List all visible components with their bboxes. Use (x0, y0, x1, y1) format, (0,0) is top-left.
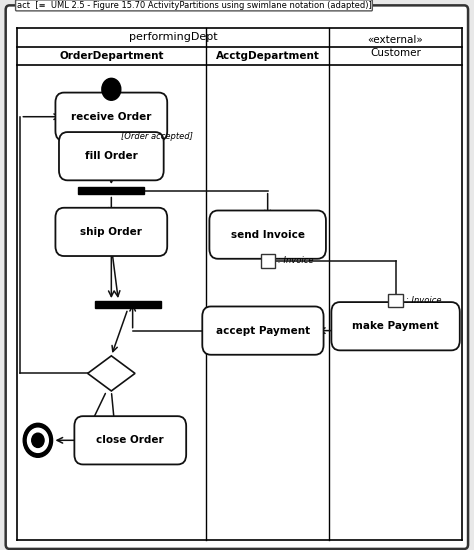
Circle shape (23, 424, 53, 457)
Text: «external»
Customer: «external» Customer (368, 35, 423, 58)
FancyBboxPatch shape (55, 208, 167, 256)
Text: act  [≡  UML 2.5 - Figure 15.70 ActivityPartitions using swimlane notation (adap: act [≡ UML 2.5 - Figure 15.70 ActivityPa… (17, 1, 371, 10)
FancyBboxPatch shape (6, 6, 468, 549)
Text: : Invoice: : Invoice (278, 256, 314, 266)
Text: [Order accepted]: [Order accepted] (121, 132, 192, 141)
FancyBboxPatch shape (331, 302, 460, 350)
Text: : Invoice: : Invoice (406, 296, 441, 305)
Polygon shape (88, 356, 135, 391)
Text: close Order: close Order (97, 435, 164, 446)
Bar (389, 294, 403, 307)
Text: make Payment: make Payment (352, 321, 439, 331)
FancyBboxPatch shape (59, 132, 164, 180)
FancyBboxPatch shape (202, 306, 324, 355)
Text: AcctgDepartment: AcctgDepartment (216, 51, 319, 61)
Text: OrderDepartment: OrderDepartment (59, 51, 164, 61)
Text: fill Order: fill Order (85, 151, 138, 161)
Text: performingDept: performingDept (128, 32, 217, 42)
Circle shape (32, 433, 44, 448)
Bar (261, 255, 275, 267)
Bar (95, 301, 161, 309)
Bar (78, 187, 145, 194)
FancyBboxPatch shape (74, 416, 186, 464)
Text: accept Payment: accept Payment (216, 326, 310, 336)
FancyBboxPatch shape (210, 211, 326, 258)
Text: receive Order: receive Order (71, 112, 152, 122)
FancyBboxPatch shape (55, 92, 167, 141)
Text: ship Order: ship Order (81, 227, 142, 237)
Text: send Invoice: send Invoice (231, 230, 305, 240)
Circle shape (102, 78, 121, 100)
Circle shape (27, 428, 48, 452)
